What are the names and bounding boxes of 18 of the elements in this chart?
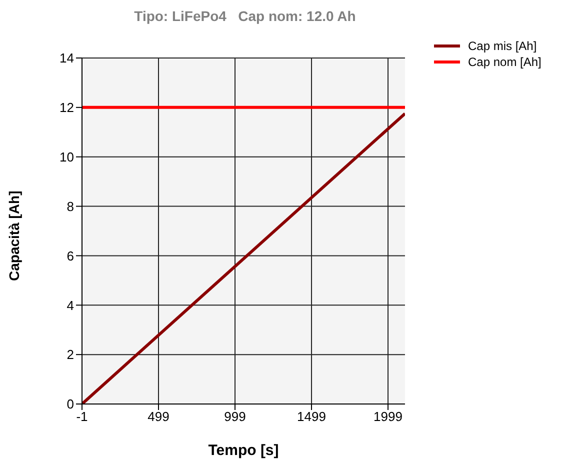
y-tick-label: 4: [66, 298, 74, 313]
x-tick-label: 999: [224, 409, 246, 424]
x-tick-label: 1499: [297, 409, 326, 424]
x-tick-label: -1: [76, 409, 88, 424]
y-tick-label: 6: [66, 248, 74, 264]
y-tick-label: 0: [66, 396, 74, 412]
legend-label: Cap mis [Ah]: [468, 39, 537, 53]
x-tick-label: 1999: [374, 409, 402, 424]
y-tick-label: 10: [60, 149, 74, 164]
y-tick-label: 8: [66, 198, 74, 214]
y-tick-label: 2: [66, 347, 74, 362]
chart-title: Tipo: LiFePo4 Cap nom: 12.0 Ah: [133, 8, 357, 24]
y-tick-label: 14: [60, 50, 74, 66]
x-tick-label: 499: [148, 409, 170, 424]
y-tick-label: 12: [60, 100, 74, 116]
legend-label: Cap nom [Ah]: [468, 55, 542, 69]
y-axis-title: Capacità [Ah]: [6, 190, 22, 281]
x-axis-title: Tempo [s]: [208, 442, 279, 459]
